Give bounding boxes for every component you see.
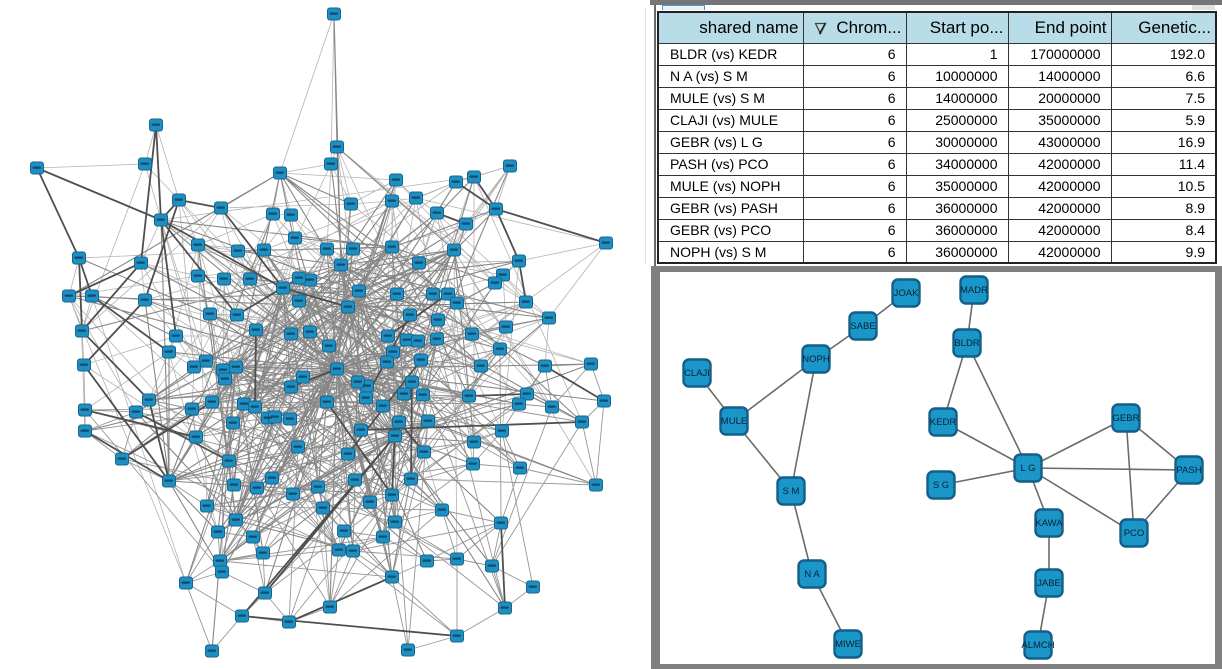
svg-text:JABE: JABE bbox=[1037, 578, 1061, 589]
svg-text:KEDR: KEDR bbox=[930, 417, 957, 428]
svg-text:BLDR: BLDR bbox=[954, 338, 979, 349]
svg-text:CLAJI: CLAJI bbox=[684, 368, 710, 379]
svg-text:JOAK: JOAK bbox=[894, 288, 919, 299]
svg-text:MULE: MULE bbox=[721, 416, 747, 427]
svg-text:GEBR: GEBR bbox=[1113, 413, 1140, 424]
svg-text:L G: L G bbox=[1021, 463, 1036, 474]
svg-text:PASH: PASH bbox=[1176, 465, 1201, 476]
svg-text:PCO: PCO bbox=[1124, 528, 1145, 539]
svg-text:S M: S M bbox=[783, 486, 800, 497]
svg-text:NOPH: NOPH bbox=[802, 354, 830, 365]
svg-text:MADR: MADR bbox=[960, 285, 988, 296]
svg-text:MIWE: MIWE bbox=[835, 639, 861, 650]
svg-text:KAWA: KAWA bbox=[1035, 518, 1063, 529]
svg-text:S G: S G bbox=[933, 480, 949, 491]
svg-text:SABE: SABE bbox=[850, 321, 875, 332]
svg-text:ALMCH: ALMCH bbox=[1021, 640, 1054, 651]
svg-text:N A: N A bbox=[804, 569, 820, 580]
